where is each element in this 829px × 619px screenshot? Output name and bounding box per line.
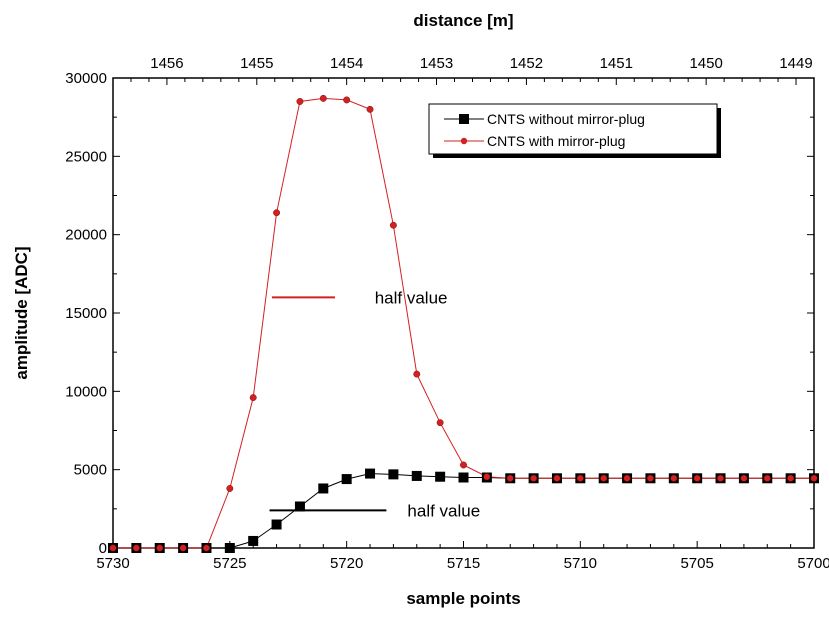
legend-box [428,103,718,155]
data-point-circle [179,544,187,552]
legend-marker-square [459,114,469,124]
x-axis-title: sample points [406,589,520,608]
data-point-circle [483,473,491,481]
data-point-circle [623,474,631,482]
data-point-circle [249,394,257,402]
legend: CNTS without mirror-plug CNTS with mirror… [428,103,721,158]
data-point-square [458,472,469,483]
y-tick-label: 10000 [65,383,107,400]
y-tick-label: 25000 [65,148,107,165]
y-tick-label: 15000 [65,305,107,322]
data-point-circle [413,370,421,378]
y-tick-label: 30000 [65,70,107,87]
top-axis-title: distance [m] [413,11,513,30]
data-point-square [388,469,399,480]
data-point-circle [273,209,281,217]
top-tick-label: 1451 [600,55,633,72]
data-point-circle [646,474,654,482]
annotations: half value half value [269,288,480,520]
annotation-label-2: half value [407,501,480,520]
data-point-circle [436,419,444,427]
data-point-square [365,468,376,479]
axes-group: 5730 5725 5720 5715 5710 5705 5700 0 5000 10000 15… [12,11,829,608]
data-point-circle [296,98,304,105]
data-point-circle [343,96,351,104]
data-point-circle [366,105,374,113]
top-tick-label: 1456 [150,55,183,72]
top-tick-label: 1449 [779,55,812,72]
data-point-square [341,474,352,485]
data-point-circle [717,474,724,482]
data-point-circle [600,474,608,482]
legend-marker-circle [460,137,468,145]
y-axis-title: amplitude [ADC] [12,246,31,379]
data-point-circle [693,474,701,482]
data-point-circle [203,544,210,552]
data-point-circle [132,544,140,552]
data-point-circle [156,544,164,552]
x-tick-label: 5725 [213,555,246,572]
data-point-circle [810,474,818,482]
x-tick-label: 5710 [564,555,597,572]
data-point-circle [506,474,514,482]
data-point-circle [763,474,771,482]
data-point-square [248,535,259,546]
data-point-circle [553,474,561,482]
data-point-circle [670,474,678,482]
data-point-circle [576,474,584,482]
data-point-square [271,519,282,530]
x-tick-label: 5715 [447,555,480,572]
top-tick-label: 1450 [689,55,722,72]
data-point-circle [319,94,327,102]
data-point-circle [389,221,397,229]
legend-label-1: CNTS without mirror-plug [487,111,645,127]
y-tick-label: 5000 [74,462,107,479]
data-point-circle [740,474,748,482]
y-tick-label: 20000 [65,227,107,244]
data-point-circle [226,485,234,492]
x-tick-label: 5720 [330,555,363,572]
top-tick-label: 1453 [420,55,453,72]
y-tick-label: 0 [99,540,107,557]
data-point-square [294,501,305,512]
marks-group [108,94,819,553]
data-point-circle [787,474,795,482]
data-point-square [411,470,422,481]
data-point-circle [460,461,467,469]
data-point-circle [530,474,538,482]
top-tick-label: 1452 [510,55,543,72]
data-point-square [318,483,329,494]
top-tick-label: 1455 [240,55,273,72]
data-point-circle [109,544,117,552]
x-tick-label: 5700 [797,555,829,572]
data-point-square [224,543,235,553]
top-tick-label: 1454 [330,55,363,72]
x-tick-label: 5730 [96,555,129,572]
data-point-square [435,471,446,482]
annotation-label-1: half value [375,288,448,307]
legend-label-2: CNTS with mirror-plug [487,133,625,149]
x-tick-label: 5705 [680,555,713,572]
